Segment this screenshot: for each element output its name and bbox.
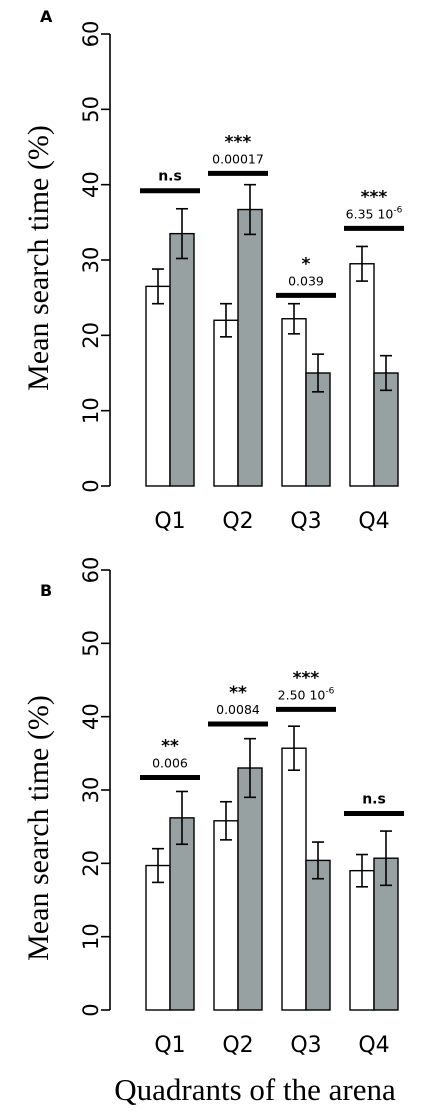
y-tick-label: 20 [79, 850, 103, 877]
bar-white [213, 820, 239, 1011]
significance-stars: ** [161, 737, 179, 757]
y-tick-label: 0 [79, 1003, 103, 1016]
bar-grey [169, 232, 195, 487]
p-value-label: 0.0084 [216, 702, 260, 717]
x-category-label: Q3 [290, 1033, 321, 1058]
significance-stars: *** [225, 132, 252, 152]
bar-grey [237, 208, 263, 487]
y-tick-label: 60 [79, 557, 103, 584]
p-value-label: 0.039 [288, 273, 324, 288]
p-value-label: 6.35 10-6 [346, 205, 403, 221]
p-value-exponent: -6 [325, 686, 334, 696]
y-tick-label: 40 [79, 703, 103, 730]
bar-grey [169, 817, 195, 1011]
panel-a-letter: A [40, 7, 53, 26]
p-value-label: 0.00017 [212, 151, 264, 166]
bar-white [145, 285, 171, 487]
y-tick-label: 50 [79, 630, 103, 657]
y-tick-label: 60 [79, 21, 103, 48]
bar-white [145, 864, 171, 1011]
significance-stars: ** [229, 683, 247, 703]
bar-grey [373, 372, 399, 487]
bar-white [349, 263, 375, 487]
x-axis-label: Quadrants of the arena [114, 1072, 396, 1107]
panel-b: B Mean search time (%) 0 10 20 30 40 50 60 Q1 Q2… [22, 557, 404, 1058]
x-category-label: Q2 [222, 1033, 253, 1058]
bar-white [281, 318, 307, 487]
y-tick-label: 50 [79, 96, 103, 123]
panel-b-ylabel: Mean search time (%) [22, 695, 55, 961]
y-tick-label: 30 [79, 777, 103, 804]
p-value-label: 0.006 [152, 756, 188, 771]
p-value-exponent: -6 [393, 205, 402, 215]
y-tick-label: 10 [79, 397, 103, 424]
bar-white [281, 747, 307, 1011]
x-category-label: Q1 [154, 509, 185, 534]
x-category-label: Q1 [154, 1033, 185, 1058]
y-tick-label: 20 [79, 322, 103, 349]
bar-grey [305, 859, 331, 1011]
significance-stars: * [302, 254, 311, 274]
bar-white [349, 869, 375, 1011]
x-category-label: Q2 [222, 509, 253, 534]
bar-grey [237, 767, 263, 1011]
significance-stars: n.s [362, 791, 386, 807]
significance-stars: *** [361, 187, 388, 207]
p-value-label: 2.50 10-6 [278, 686, 335, 702]
bar-white [213, 319, 239, 487]
x-category-label: Q3 [290, 509, 321, 534]
x-category-label: Q4 [358, 1033, 389, 1058]
y-tick-label: 40 [79, 171, 103, 198]
significance-stars: *** [293, 668, 320, 688]
y-tick-label: 30 [79, 247, 103, 274]
x-category-label: Q4 [358, 509, 389, 534]
panel-b-letter: B [40, 581, 52, 600]
y-tick-label: 10 [79, 923, 103, 950]
y-tick-label: 0 [79, 479, 103, 492]
panel-a-ylabel: Mean search time (%) [22, 125, 55, 391]
significance-stars: n.s [158, 169, 182, 185]
panel-a: A Mean search time (%) 0 10 20 30 40 50 60 Q1 Q2… [22, 7, 404, 534]
